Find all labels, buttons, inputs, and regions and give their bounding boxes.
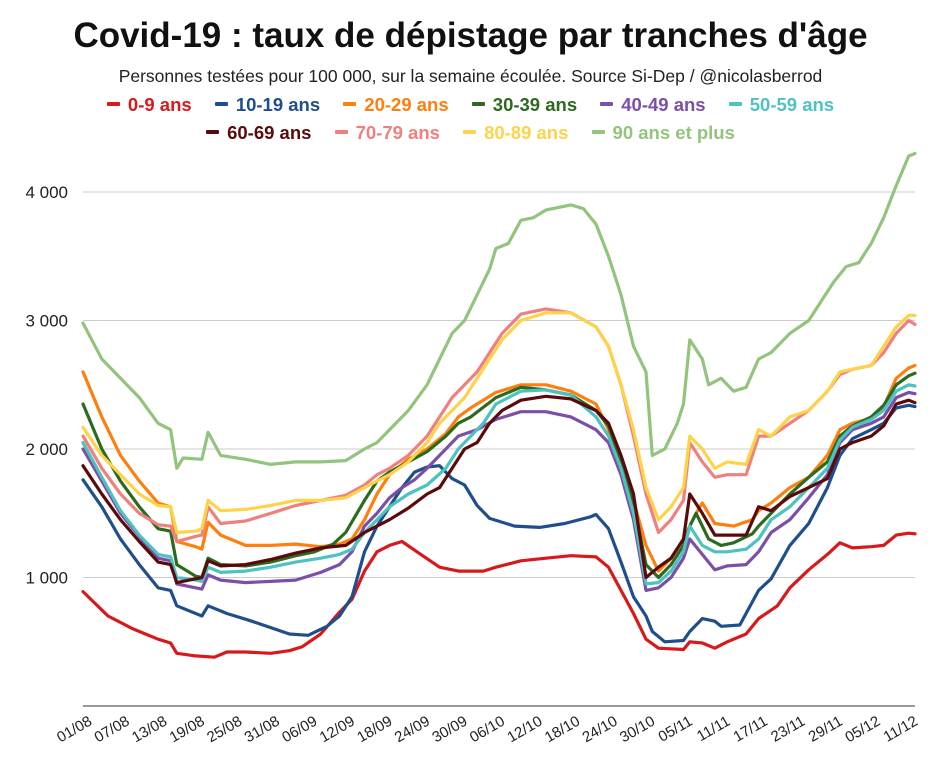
x-tick-label: 18/09	[354, 713, 395, 746]
legend-swatch	[343, 102, 357, 107]
x-tick-label: 23/11	[768, 713, 808, 746]
x-tick-label: 05/12	[842, 713, 883, 746]
y-tick-label: 2 000	[25, 440, 68, 459]
legend-item: 0-9 ans	[106, 94, 192, 116]
x-tick-label: 18/10	[542, 713, 583, 746]
legend-swatch	[471, 102, 485, 107]
legend-swatch	[600, 102, 614, 107]
legend-item: 90 ans et plus	[591, 122, 735, 144]
legend-row-1: 0-9 ans 10-19 ans 20-29 ans 30-39 ans 40…	[0, 94, 941, 116]
y-tick-label: 3 000	[25, 312, 68, 331]
x-tick-label: 12/09	[317, 713, 358, 746]
legend-label: 70-79 ans	[355, 122, 440, 143]
x-tick-label: 24/10	[579, 713, 620, 746]
legend-item: 50-59 ans	[728, 94, 835, 116]
legend-swatch	[214, 102, 228, 107]
legend-label: 50-59 ans	[749, 94, 835, 115]
legend-item: 70-79 ans	[334, 122, 440, 144]
x-tick-label: 11/12	[881, 713, 921, 746]
x-tick-label: 11/11	[694, 713, 733, 745]
legend-swatch	[591, 130, 605, 135]
legend-swatch	[106, 102, 120, 107]
legend-label: 40-49 ans	[621, 94, 706, 115]
x-tick-label: 30/09	[429, 713, 470, 746]
x-tick-label: 24/09	[392, 713, 433, 746]
legend-label: 20-29 ans	[364, 94, 449, 115]
series-line	[81, 403, 917, 644]
y-tick-label: 1 000	[25, 569, 68, 588]
legend-swatch	[334, 130, 348, 135]
legend-item: 60-69 ans	[206, 122, 311, 144]
legend-label: 80-89 ans	[484, 122, 569, 143]
legend-item: 80-89 ans	[463, 122, 568, 144]
legend-swatch	[728, 102, 742, 107]
legend-label: 30-39 ans	[492, 94, 578, 115]
series-line	[81, 383, 917, 586]
x-tick-label: 31/08	[242, 713, 283, 746]
x-tick-label: 13/08	[129, 713, 170, 746]
series-line	[81, 311, 917, 535]
chart-title: Covid-19 : taux de dépistage par tranche…	[73, 16, 868, 55]
x-tick-label: 06/10	[467, 713, 508, 746]
legend-label: 10-19 ans	[235, 94, 321, 115]
x-tick-label: 05/11	[655, 713, 695, 746]
y-tick-label: 4 000	[25, 183, 68, 202]
legend-label: 90 ans et plus	[612, 122, 735, 143]
series-line	[81, 390, 917, 592]
x-tick-label: 19/08	[167, 713, 208, 746]
legend-item: 20-29 ans	[343, 94, 449, 116]
series-line	[81, 531, 917, 659]
legend-item: 40-49 ans	[600, 94, 706, 116]
legend-swatch	[206, 130, 220, 135]
legend-label: 0-9 ans	[127, 94, 192, 115]
x-tick-label: 30/10	[617, 713, 658, 746]
x-tick-label: 25/08	[204, 713, 245, 746]
x-tick-label: 12/10	[504, 713, 545, 746]
x-tick-label: 17/11	[731, 713, 771, 746]
series-line	[81, 151, 917, 470]
series-line	[81, 363, 917, 573]
x-tick-label: 06/09	[279, 713, 320, 746]
x-tick-label: 01/08	[54, 713, 95, 746]
x-tick-label: 07/08	[92, 713, 133, 746]
legend-row-2: 60-69 ans 70-79 ans 80-89 ans 90 ans et …	[0, 122, 941, 144]
legend-item: 30-39 ans	[471, 94, 578, 116]
chart-subtitle: Personnes testées pour 100 000, sur la s…	[118, 66, 823, 86]
legend-swatch	[463, 130, 477, 135]
series-line	[81, 394, 917, 585]
x-tick-label: 29/11	[806, 713, 846, 746]
legend-label: 60-69 ans	[227, 122, 312, 143]
legend-item: 10-19 ans	[214, 94, 321, 116]
